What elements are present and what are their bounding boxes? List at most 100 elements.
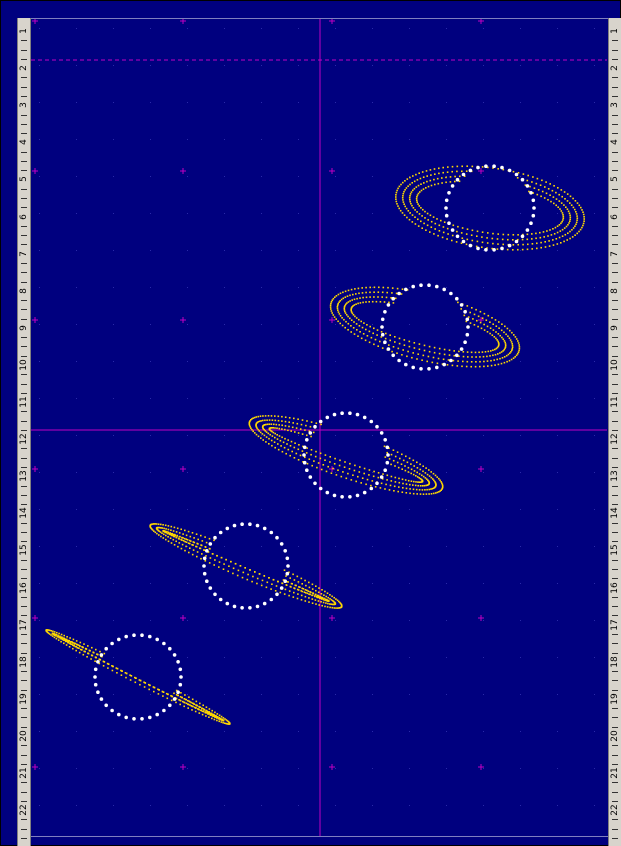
planet-dot — [225, 601, 230, 606]
ruler-tick — [612, 726, 618, 728]
ring-dot — [392, 449, 395, 451]
ring-dot — [569, 202, 571, 204]
planet-dot — [269, 530, 274, 535]
ring-dot — [175, 531, 178, 533]
ring-dot — [360, 482, 362, 484]
grid-dot — [224, 805, 225, 806]
grid-dot — [520, 213, 521, 214]
ruler-tick — [21, 717, 27, 719]
grid-dot — [150, 768, 151, 769]
ring-dot — [360, 337, 363, 340]
plus-mark-icon — [478, 764, 484, 770]
ring-dot — [492, 329, 495, 331]
ring-dot — [251, 418, 253, 420]
ring-dot — [506, 248, 509, 251]
ring-dot — [432, 487, 435, 489]
ring-dot — [157, 693, 160, 695]
ring-dot — [262, 427, 264, 429]
ring-dot — [324, 598, 327, 600]
ring-dot — [369, 286, 371, 289]
ring-dot — [489, 327, 492, 329]
ring-dot — [156, 523, 158, 525]
ring-dot — [352, 305, 354, 307]
drawing-canvas[interactable] — [31, 18, 607, 836]
ring-dot — [501, 238, 504, 241]
ruler-tick — [612, 337, 618, 339]
ring-dot — [63, 638, 66, 640]
ring-dot — [244, 567, 246, 569]
ring-dot — [377, 296, 379, 298]
ring-dot — [311, 583, 314, 586]
ruler-tick — [21, 828, 27, 830]
ring-dot — [503, 356, 506, 358]
ring-dot — [497, 345, 500, 348]
ring-dot — [385, 296, 388, 299]
ring-dot — [392, 346, 395, 348]
ring-dot — [469, 322, 472, 324]
ring-dot — [204, 711, 207, 713]
ring-dot — [337, 302, 339, 305]
ruler-number: 7 — [19, 250, 29, 257]
ring-dot — [232, 567, 235, 570]
ring-dot — [286, 581, 289, 583]
ring-dot — [172, 533, 175, 536]
ring-dot — [417, 218, 419, 221]
ring-dot — [494, 348, 496, 351]
ring-dot — [187, 542, 190, 544]
ring-dot — [194, 710, 197, 713]
ruler-tick — [21, 170, 27, 172]
grid-dot — [372, 176, 373, 177]
ring-dot — [150, 528, 153, 530]
ring-dot — [339, 315, 342, 317]
ring-dot — [184, 549, 186, 552]
ring-dot — [271, 430, 273, 433]
ring-dot — [125, 676, 127, 679]
ruler-number: 14 — [610, 507, 620, 520]
ring-dot — [409, 198, 411, 201]
ring-dot — [518, 349, 520, 352]
grid-dot — [520, 472, 521, 473]
canvas-drawing[interactable] — [31, 18, 607, 836]
planet-dot — [202, 571, 207, 576]
ring-dot — [461, 237, 464, 239]
ring-dot — [565, 206, 567, 208]
ring-dot — [258, 573, 261, 575]
ring-dot — [291, 450, 293, 453]
ring-dot — [462, 351, 465, 353]
planet-dot — [468, 168, 473, 173]
ring-dot — [342, 291, 344, 294]
vertical-ruler-left[interactable]: 1 2 3 4 5 6 7 8 9 10 11 12 13 14 15 16 17 18 19 20 21 22 — [17, 18, 31, 846]
ring-dot — [402, 459, 405, 462]
ruler-tick — [21, 309, 27, 311]
grid-dot — [372, 620, 373, 621]
grid-dot — [372, 546, 373, 547]
planet-dot — [447, 191, 451, 195]
ring-dot — [339, 292, 342, 295]
ring-dot — [497, 353, 499, 355]
plus-mark-icon — [32, 18, 38, 24]
ring-dot — [413, 465, 415, 467]
ring-dot — [55, 635, 57, 637]
grid-dot — [372, 472, 373, 473]
planet-dot — [248, 606, 252, 610]
ring-dot — [66, 640, 68, 643]
planet-dot — [411, 365, 416, 370]
grid-dot — [298, 509, 299, 510]
planet-dot — [340, 411, 344, 416]
ring-dot — [427, 185, 430, 188]
ring-dot — [289, 445, 292, 447]
grid-dot — [261, 287, 262, 288]
ring-dot — [60, 636, 63, 639]
planet-dot — [179, 675, 183, 679]
ring-dot — [418, 489, 421, 491]
ruler-tick — [21, 578, 27, 580]
ring-dot — [300, 577, 303, 580]
ring-dot — [425, 478, 428, 480]
ring-dot — [458, 350, 460, 353]
ruler-tick — [21, 392, 27, 394]
ring-dot — [199, 702, 201, 705]
ring-dot — [401, 197, 404, 199]
vertical-ruler-right[interactable]: 1 2 3 4 5 6 7 8 9 10 11 12 13 14 15 16 17 18 19 20 21 22 — [608, 18, 621, 846]
grid-dot — [113, 657, 114, 658]
ring-dot — [332, 314, 335, 316]
